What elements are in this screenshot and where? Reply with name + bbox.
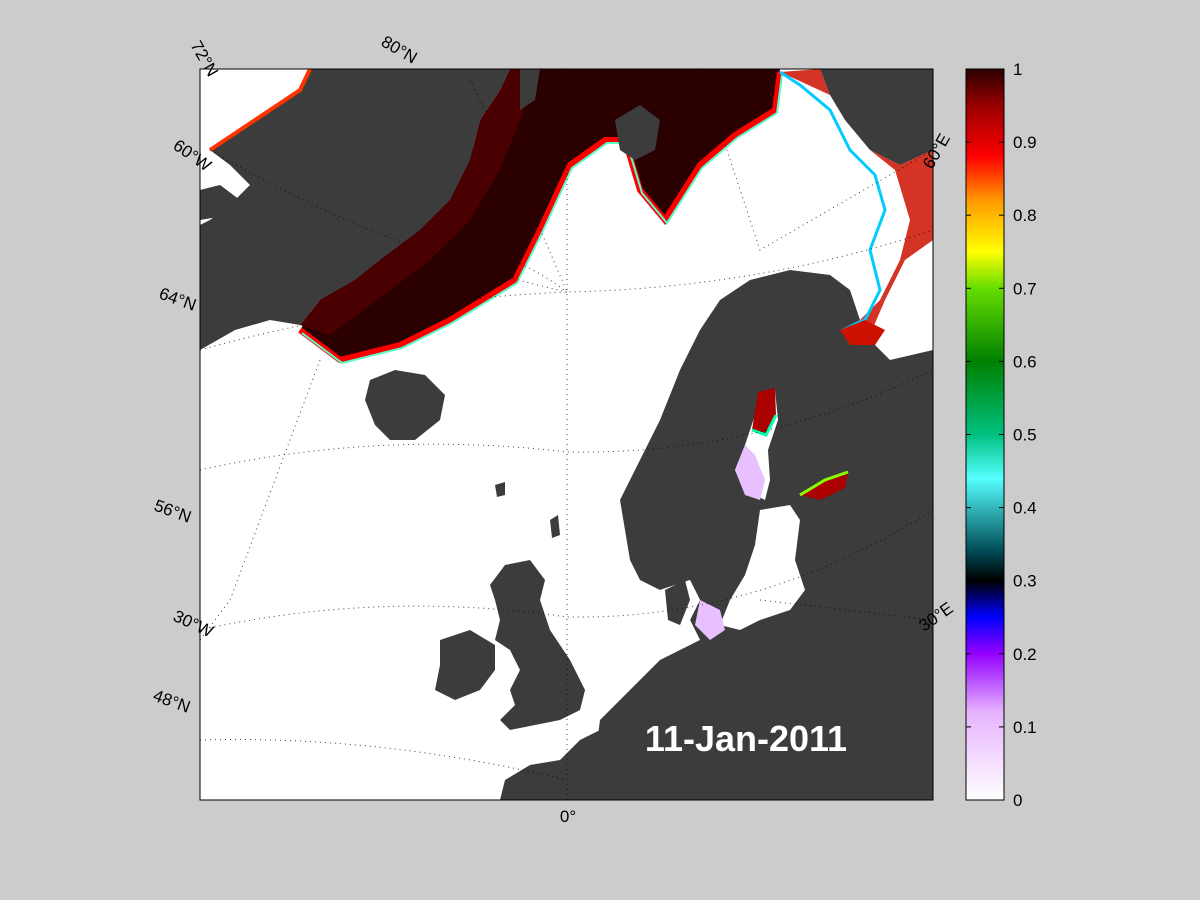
bothnia-ice bbox=[752, 388, 776, 435]
graticule bbox=[200, 69, 933, 800]
baltic-light-ice bbox=[695, 600, 725, 640]
bothnia-light-ice bbox=[735, 445, 765, 500]
lat-label-80n: 80°N bbox=[378, 32, 420, 67]
land-iceland bbox=[365, 370, 445, 440]
gulf-finland-edge bbox=[799, 470, 849, 497]
land-shetland bbox=[550, 515, 560, 538]
land-greenland bbox=[200, 69, 510, 350]
lat-label-64n: 64°N bbox=[157, 284, 199, 315]
land-great-britain bbox=[490, 560, 585, 730]
sea-ice-edge bbox=[298, 71, 783, 364]
lat-label-56n: 56°N bbox=[152, 496, 194, 527]
bothnia-ice-edge bbox=[751, 414, 778, 437]
sea-ice-arctic bbox=[300, 69, 780, 360]
gulf-of-finland-ice bbox=[800, 472, 848, 500]
colorbar-tick-label: 0.3 bbox=[1013, 572, 1037, 591]
colorbar-tick-label: 0.4 bbox=[1013, 499, 1037, 518]
colorbar-tick-label: 0.7 bbox=[1013, 279, 1037, 298]
greenland-ice-coast bbox=[208, 69, 312, 152]
colorbar: 0 0.1 0.2 0.3 0.4 0.5 0.6 0.7 0.8 0.9 1 bbox=[965, 60, 1037, 810]
white-sea-ice bbox=[840, 320, 885, 345]
land-svalbard bbox=[615, 105, 660, 160]
colorbar-tick-label: 0.2 bbox=[1013, 645, 1037, 664]
date-label: 11-Jan-2011 bbox=[645, 718, 847, 759]
greenland-east-ice bbox=[300, 69, 540, 335]
colorbar-tick-label: 0.1 bbox=[1013, 718, 1037, 737]
land-denmark bbox=[665, 580, 690, 625]
ice-edge-kara bbox=[779, 70, 887, 332]
colorbar-tick-label: 0.8 bbox=[1013, 206, 1037, 225]
land-franz-josef bbox=[520, 69, 540, 110]
map-panel: 11-Jan-2011 bbox=[200, 69, 933, 800]
colorbar-fill bbox=[966, 69, 1004, 800]
land-faroe bbox=[495, 482, 505, 497]
land-baffin bbox=[200, 185, 240, 220]
baltic-sea bbox=[720, 505, 805, 630]
colorbar-tick-label: 1 bbox=[1013, 60, 1022, 79]
map-border bbox=[199, 68, 934, 801]
lat-label-48n: 48°N bbox=[151, 686, 193, 717]
colorbar-ticks: 0 0.1 0.2 0.3 0.4 0.5 0.6 0.7 0.8 0.9 1 bbox=[966, 60, 1037, 810]
lon-label-0: 0° bbox=[560, 807, 576, 826]
sea-ice-edge-inner bbox=[301, 74, 783, 365]
colorbar-tick-label: 0.6 bbox=[1013, 352, 1037, 371]
colorbar-tick-label: 0.5 bbox=[1013, 426, 1037, 445]
land-novaya-zemlya bbox=[820, 69, 933, 165]
colorbar-tick-label: 0 bbox=[1013, 791, 1022, 810]
colorbar-tick-label: 0.9 bbox=[1013, 133, 1037, 152]
land-ireland bbox=[435, 630, 495, 700]
land-europe bbox=[500, 580, 933, 800]
